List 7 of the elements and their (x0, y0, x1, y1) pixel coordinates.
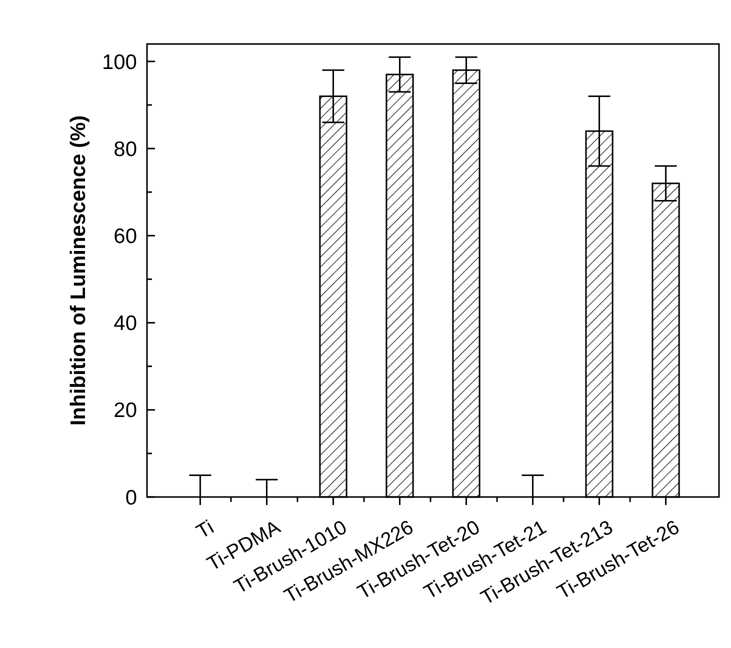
y-tick-label: 40 (114, 312, 137, 336)
y-tick-label: 100 (102, 50, 137, 74)
y-axis-title: Inhibition of Luminescence (%) (67, 115, 90, 426)
y-tick-label: 20 (114, 399, 137, 422)
y-tick-label: 0 (125, 486, 137, 510)
y-tick-label: 80 (114, 138, 137, 161)
y-tick-label: 60 (114, 225, 137, 248)
